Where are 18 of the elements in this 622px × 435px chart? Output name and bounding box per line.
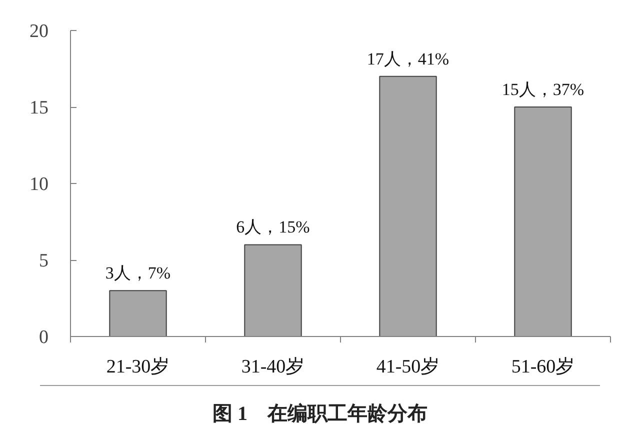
data-label: 6人，15% <box>236 218 310 237</box>
bar <box>109 290 167 336</box>
x-tick-label: 21-30岁 <box>106 356 170 378</box>
x-tick-label: 41-50岁 <box>376 356 440 378</box>
data-label: 3人，7% <box>105 264 171 283</box>
y-tick-label: 0 <box>39 327 48 348</box>
data-label: 15人，37% <box>502 80 584 99</box>
y-tick-label: 20 <box>30 21 48 42</box>
y-tick-label: 5 <box>39 250 48 272</box>
bar <box>244 244 302 336</box>
bar <box>379 76 437 336</box>
x-tick-label: 51-60岁 <box>511 356 575 378</box>
y-tick-label: 15 <box>30 98 48 118</box>
bar <box>514 106 572 336</box>
x-tick-label: 31-40岁 <box>241 356 305 378</box>
data-label: 17人，41% <box>366 49 450 68</box>
y-tick-label: 10 <box>30 174 48 195</box>
caption: 图 1 在编职工年龄分布 <box>212 402 428 427</box>
